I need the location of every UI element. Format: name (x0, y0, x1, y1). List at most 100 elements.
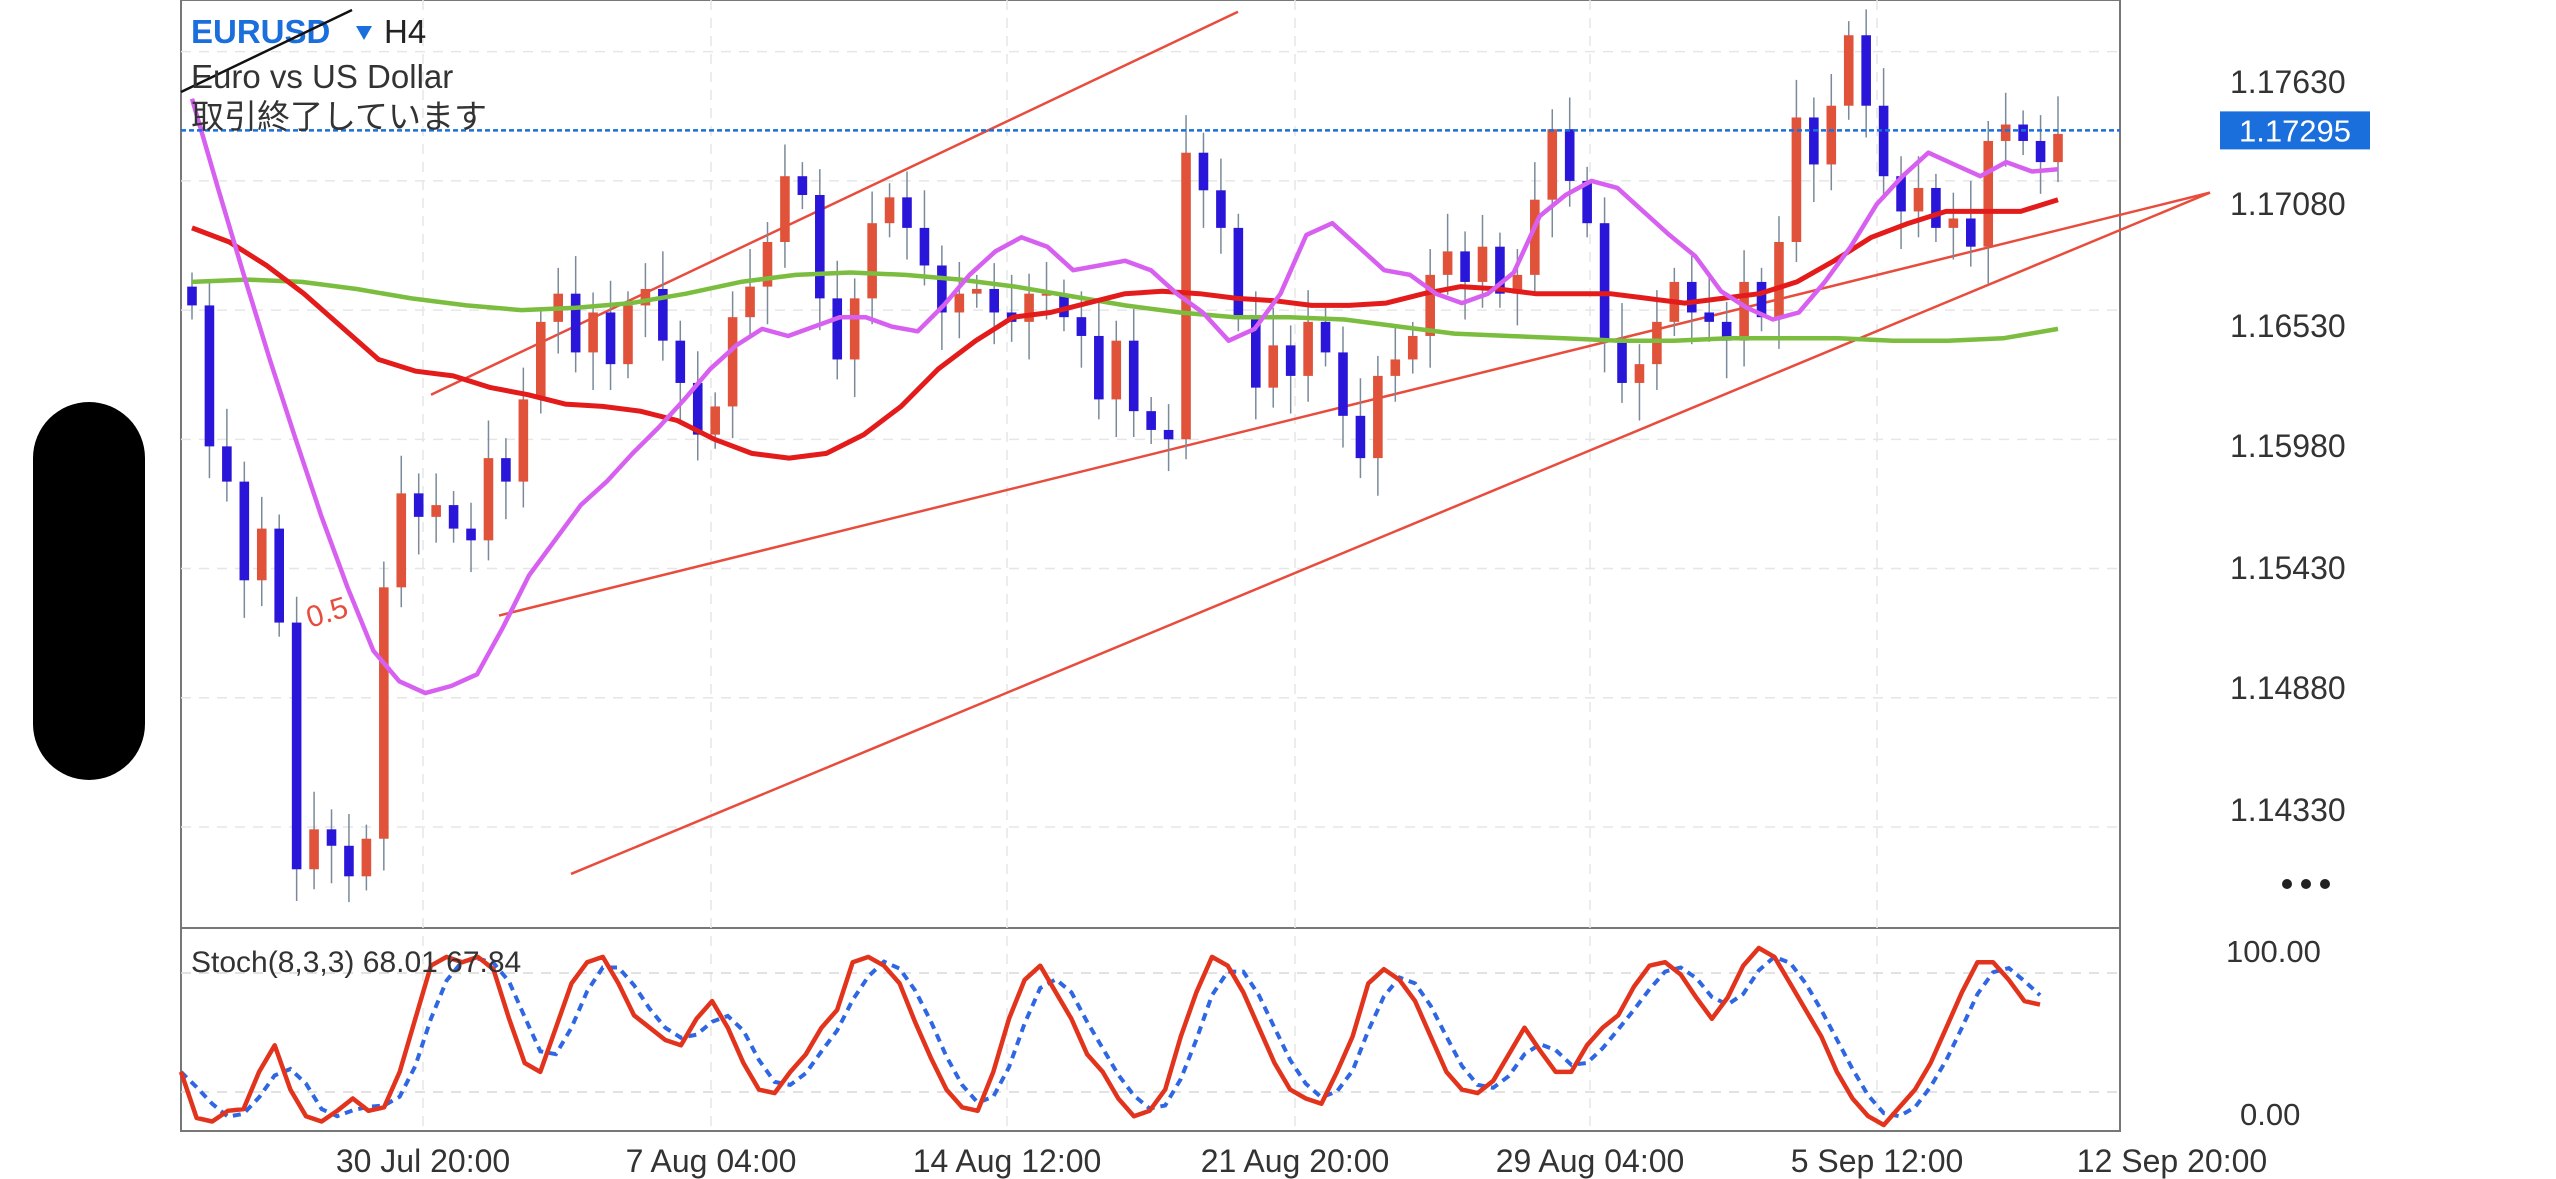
candle-body (919, 227, 930, 266)
candle-body (675, 340, 686, 383)
candle-body (187, 286, 197, 306)
candle-body (797, 176, 808, 195)
stoch-panel-frame (180, 927, 2121, 1132)
candle-body (902, 197, 912, 228)
triangle-down-icon[interactable] (356, 26, 372, 40)
candle-body (2018, 124, 2028, 141)
candle-body (1686, 281, 1697, 313)
time-tick: 30 Jul 20:00 (336, 1143, 510, 1179)
candle-body (884, 197, 895, 224)
candle-body (535, 321, 546, 400)
candle-body (1076, 317, 1087, 336)
candle-body (1931, 187, 1941, 228)
time-axis: 30 Jul 20:00 7 Aug 04:00 14 Aug 12:00 21… (336, 1143, 2267, 1179)
price-tick: 1.15430 (2230, 550, 2346, 586)
stoch-label: Stoch(8,3,3) 68.01 67.84 (191, 946, 521, 979)
candle-body (379, 587, 389, 839)
candle-body (780, 176, 790, 242)
candle-body (937, 265, 947, 313)
candle-body (483, 458, 494, 541)
candle-body (518, 399, 529, 482)
price-tick: 1.14880 (2230, 670, 2346, 706)
candle-body (239, 481, 250, 581)
candle-body (1477, 246, 1488, 282)
candle-body (1843, 35, 1854, 106)
candle-body (1652, 321, 1662, 365)
time-tick: 21 Aug 20:00 (1201, 1143, 1390, 1179)
candle-body (1791, 117, 1802, 242)
ma-fast-line (189, 98, 2059, 696)
candle-body (204, 305, 215, 447)
candle-body (1041, 293, 1052, 296)
price-axis: 1.17630 1.17080 1.16530 1.15980 1.15430 … (2230, 64, 2346, 828)
candle-body (1250, 317, 1261, 388)
candle-body (640, 288, 651, 306)
candle-body (1163, 429, 1174, 440)
candle-body (1233, 227, 1244, 318)
ma-mid-line (191, 197, 2059, 461)
candle-body (326, 829, 337, 846)
candle-body (849, 298, 860, 360)
candle-body (658, 288, 668, 341)
candle-body (1128, 340, 1139, 412)
price-tick: 1.14330 (2230, 792, 2346, 828)
current-price-tag: 1.17295 (2220, 111, 2370, 150)
candle-body (1913, 187, 1924, 212)
candle-body (2053, 133, 2063, 163)
candle-body (1495, 246, 1505, 294)
candle-body (448, 505, 459, 529)
candle-body (1617, 340, 1627, 383)
candle-body (1774, 241, 1784, 318)
candle-body (1338, 352, 1348, 416)
channel-line-middle (498, 191, 2211, 617)
candle-body (256, 528, 267, 581)
ma-slow-line (191, 270, 2059, 343)
candle-body (361, 838, 372, 877)
candle-body (727, 317, 738, 407)
candle-body (1704, 312, 1715, 322)
candle-body (989, 288, 1000, 313)
candles (187, 9, 2063, 903)
candle-body (1285, 345, 1296, 376)
channel-line-lower (570, 191, 2211, 876)
candle-body (291, 622, 302, 870)
candle-body (762, 241, 773, 287)
regression-channel (430, 10, 2211, 876)
price-tick: 1.17630 (2230, 64, 2346, 100)
candle-body (954, 293, 965, 313)
candle-body (1564, 129, 1575, 181)
candle-body (1216, 190, 1226, 228)
candle-body (396, 493, 407, 588)
channel-fib-label: 0.5 (302, 591, 352, 635)
price-tick: 1.17080 (2230, 186, 2346, 222)
candle-body (710, 406, 720, 435)
candle-body (1582, 180, 1592, 224)
candle-body (1094, 335, 1104, 400)
candle-body (1861, 35, 1871, 106)
candle-body (832, 298, 843, 360)
price-tick: 1.16530 (2230, 308, 2346, 344)
candle-body (501, 458, 511, 482)
candle-body (1442, 251, 1453, 275)
candle-body (1530, 199, 1540, 275)
candle-body (1303, 321, 1313, 376)
more-dots-icon[interactable] (2282, 879, 2330, 889)
symbol-header[interactable]: EURUSD H4 Euro vs US Dollar 取引終了しています (180, 8, 487, 135)
symbol-description: Euro vs US Dollar (191, 58, 453, 95)
candle-body (1355, 415, 1366, 459)
time-tick: 7 Aug 04:00 (626, 1143, 797, 1179)
market-status: 取引終了しています (191, 98, 487, 135)
candle-body (1547, 129, 1558, 200)
candle-body (1739, 281, 1749, 341)
current-price-label: 1.17295 (2239, 113, 2351, 148)
candle-body (1983, 140, 1994, 247)
candle-body (815, 194, 825, 299)
candle-body (1966, 218, 1976, 247)
timeframe-label[interactable]: H4 (384, 13, 426, 50)
stoch-axis: 100.00 0.00 (2226, 934, 2321, 1132)
price-tick: 1.15980 (2230, 428, 2346, 464)
candle-body (309, 829, 319, 870)
candle-body (1373, 375, 1383, 459)
side-panel-handle[interactable] (33, 402, 145, 780)
